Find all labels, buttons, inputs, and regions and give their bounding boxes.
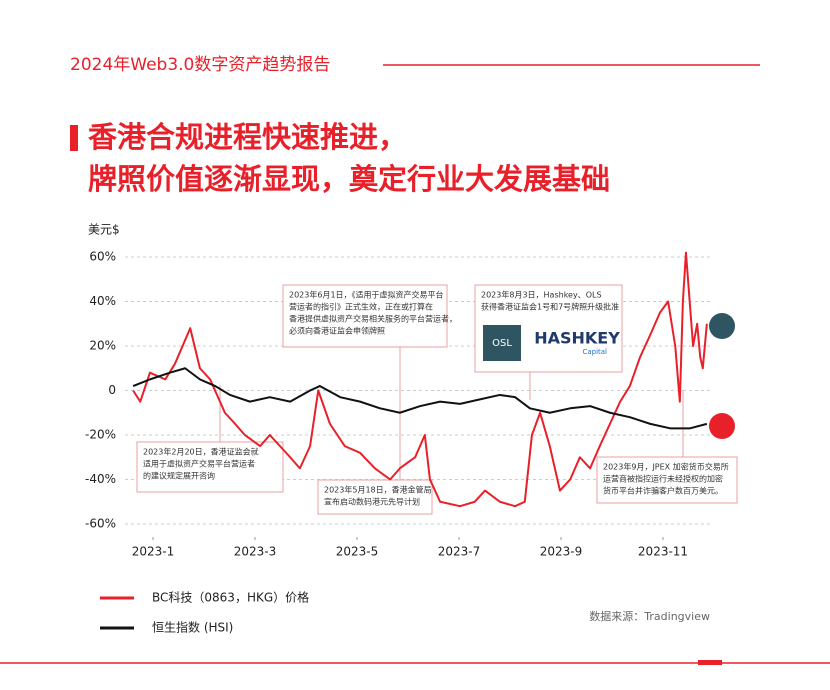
annotation-text: 香港提供虚拟资产交易相关服务的平台营运者， [289, 314, 457, 324]
annotation-box [136, 441, 284, 493]
annotation-box [317, 479, 433, 515]
y-tick-label: 40% [89, 294, 116, 308]
x-tick-label: 2023-5 [336, 545, 379, 559]
y-tick-label: 20% [89, 339, 116, 353]
annotation-text: 2023年8月3日，Hashkey、OLS [481, 290, 602, 300]
annotation-box [282, 284, 448, 348]
logo-text: HASHKEY [534, 329, 620, 348]
footer-accent [698, 660, 722, 665]
series-line [132, 367, 708, 430]
x-tick-label: 2023-1 [132, 545, 175, 559]
annotation-text: 运营商被指控运行未经授权的加密 [603, 474, 723, 484]
y-tick-label: -20% [85, 427, 116, 441]
logo-text: OSL [492, 338, 512, 349]
source: 数据来源：Tradingview [589, 609, 710, 623]
annotation-text: 营运者的指引》正式生效，正在或打算在 [289, 302, 433, 312]
annotation-text: 适用于虚拟资产交易平台营运者 [143, 459, 255, 469]
annotation-text: 2023年2月20日，香港证监会就 [143, 447, 259, 457]
logo-text: Capital [582, 348, 607, 356]
y-tick-label: -60% [85, 516, 116, 530]
annotation-box [596, 456, 738, 504]
legend-label: BC科技（0863，HKG）价格 [152, 590, 309, 605]
y-tick-label: 0 [108, 383, 116, 397]
title-line: 香港合规进程快速推进， [88, 120, 407, 154]
title-line: 牌照价值逐渐显现，奠定行业大发展基础 [88, 162, 610, 196]
legend-label: 恒生指数 (HSI) [152, 620, 233, 635]
logo-box [483, 325, 521, 361]
annotation-text: 货币平台并诈骗客户数百万美元。 [603, 486, 723, 496]
annotation-text: 2023年9月，JPEX 加密货币交易所 [603, 462, 729, 472]
annotation-text: 2023年5月18日，香港金管局 [324, 485, 432, 495]
y-tick-label: 60% [89, 250, 116, 264]
header-title: 2024年Web3.0数字资产趋势报告 [70, 55, 330, 75]
annotation-text: 宣布启动数码港元先导计划 [324, 497, 420, 507]
annotation-text: 必须向香港证监会申领牌照 [289, 326, 385, 336]
annotation-text: 的建议规定展开咨询 [143, 471, 215, 481]
x-tick-label: 2023-7 [438, 545, 481, 559]
y-tick-label: -40% [85, 472, 116, 486]
title-bar [70, 125, 78, 151]
x-tick-label: 2023-11 [638, 545, 688, 559]
annotation-text: 获得香港证监会1号和7号牌照升级批准 [481, 302, 619, 312]
x-tick-label: 2023-9 [540, 545, 583, 559]
y-axis-label: 美元$ [88, 223, 120, 237]
index-icon [709, 413, 735, 439]
series-line [132, 251, 708, 508]
annotation-text: 2023年6月1日，《适用于虚拟资产交易平台 [289, 290, 444, 300]
company-icon [709, 313, 735, 339]
x-tick-label: 2023-3 [234, 545, 277, 559]
